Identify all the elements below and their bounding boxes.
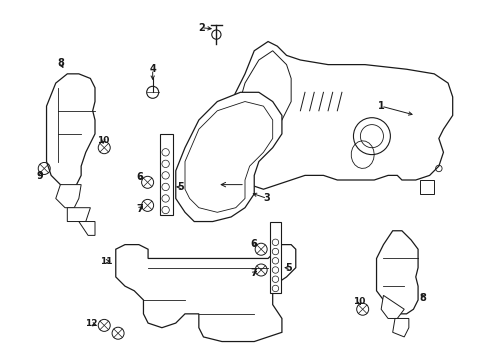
Text: 7: 7: [250, 268, 257, 278]
Polygon shape: [420, 180, 434, 194]
Text: 6: 6: [250, 239, 257, 249]
Text: 4: 4: [149, 64, 156, 74]
Polygon shape: [351, 141, 374, 168]
Polygon shape: [47, 74, 95, 189]
Text: 2: 2: [198, 23, 204, 33]
Polygon shape: [79, 221, 95, 235]
Polygon shape: [67, 208, 90, 221]
Polygon shape: [392, 319, 409, 337]
Text: 7: 7: [136, 204, 143, 213]
Text: 10: 10: [97, 136, 109, 145]
Polygon shape: [236, 51, 291, 129]
Bar: [270, 221, 281, 293]
Text: 11: 11: [100, 257, 113, 266]
Text: 1: 1: [378, 101, 385, 111]
Text: 10: 10: [353, 297, 366, 306]
Text: 9: 9: [36, 171, 43, 181]
Text: 5: 5: [177, 182, 184, 192]
Text: 5: 5: [286, 263, 292, 273]
Text: 3: 3: [264, 193, 270, 203]
Polygon shape: [376, 231, 418, 314]
Polygon shape: [56, 185, 81, 208]
Text: 8: 8: [420, 293, 427, 303]
Text: 12: 12: [86, 320, 98, 329]
Polygon shape: [185, 102, 273, 212]
Polygon shape: [231, 41, 453, 189]
Polygon shape: [381, 296, 404, 319]
Text: 8: 8: [57, 58, 64, 68]
Bar: [160, 134, 172, 215]
Text: 6: 6: [136, 172, 143, 182]
Polygon shape: [176, 92, 282, 221]
Polygon shape: [116, 244, 296, 342]
